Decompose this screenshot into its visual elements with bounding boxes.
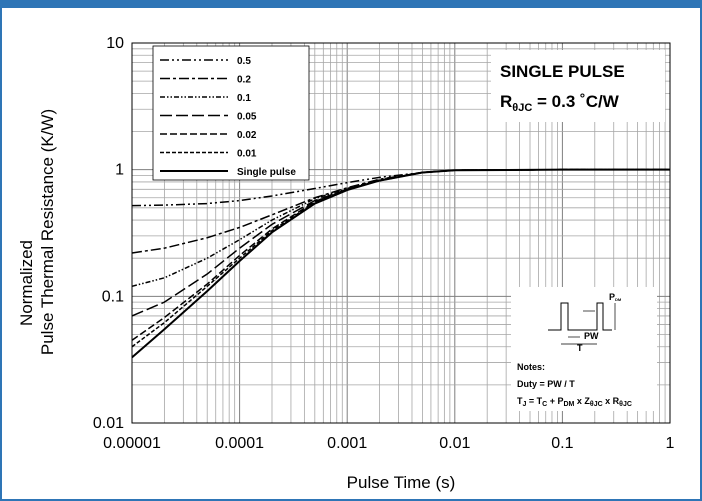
legend-label-1: 0.2 bbox=[237, 75, 251, 86]
notes-heading: Notes: bbox=[517, 362, 545, 372]
plot-area-border bbox=[131, 42, 671, 424]
info-box-title: SINGLE PULSE bbox=[500, 62, 625, 81]
series-group bbox=[131, 168, 670, 359]
y-tick-label: 0.1 bbox=[102, 288, 124, 305]
series-line-6 bbox=[131, 168, 670, 359]
legend-label-2: 0.1 bbox=[237, 93, 251, 104]
x-tick-label: 0.00001 bbox=[103, 435, 161, 452]
y-tick-label: 1 bbox=[115, 162, 124, 179]
legend-label-0: 0.5 bbox=[237, 56, 251, 67]
pulse-waveform bbox=[548, 302, 612, 331]
x-tick-label: 0.01 bbox=[439, 435, 470, 452]
pulse-diagram bbox=[548, 302, 616, 345]
legend-label-6: Single pulse bbox=[237, 167, 296, 178]
info-box-background bbox=[491, 50, 665, 122]
x-tick-label: 0.0001 bbox=[215, 435, 264, 452]
legend-label-3: 0.05 bbox=[237, 112, 257, 123]
x-axis-title: Pulse Time (s) bbox=[347, 473, 456, 492]
legend: 0.5 0.2 0.1 0.05 0.02 0.01 Single pulse bbox=[152, 45, 310, 181]
y-axis-title-line2: Pulse Thermal Resistance (K/W) bbox=[38, 109, 57, 355]
info-box-r-subscript: θJC bbox=[512, 102, 532, 114]
info-box-r-label: R bbox=[500, 92, 512, 111]
diagram-pdm-label: PDM bbox=[609, 292, 622, 302]
info-box-r-value: = 0.3 ˚C/W bbox=[532, 92, 619, 111]
y-tick-label: 0.01 bbox=[93, 415, 124, 432]
y-tick-label: 10 bbox=[106, 35, 124, 52]
diagram-pw-label: PW bbox=[584, 331, 599, 341]
notes-box: PW T PDM Notes: Duty = PW / T TJ = TC + … bbox=[511, 287, 657, 411]
y-axis-title-line1: Normalized bbox=[17, 240, 36, 326]
x-tick-label: 1 bbox=[666, 435, 675, 452]
info-box-resistance: RθJC = 0.3 ˚C/W bbox=[500, 92, 620, 114]
x-tick-label: 0.001 bbox=[327, 435, 367, 452]
tick-labels: 0.00001 0.0001 0.001 0.01 0.1 1 0.01 0.1 1 10 bbox=[93, 35, 675, 452]
series-line-2 bbox=[131, 168, 670, 288]
info-box: SINGLE PULSE RθJC = 0.3 ˚C/W bbox=[491, 50, 665, 122]
notes-duty: Duty = PW / T bbox=[517, 379, 575, 389]
notes-formula: TJ = TC + PDM x ZθJC x RθJC bbox=[517, 396, 632, 408]
legend-label-4: 0.02 bbox=[237, 130, 257, 141]
diagram-t-label: T bbox=[577, 343, 583, 353]
x-tick-label: 0.1 bbox=[551, 435, 573, 452]
series-line-5 bbox=[131, 168, 670, 348]
legend-label-5: 0.01 bbox=[237, 149, 257, 160]
notes-box-background bbox=[511, 287, 657, 411]
legend-box bbox=[152, 45, 310, 181]
